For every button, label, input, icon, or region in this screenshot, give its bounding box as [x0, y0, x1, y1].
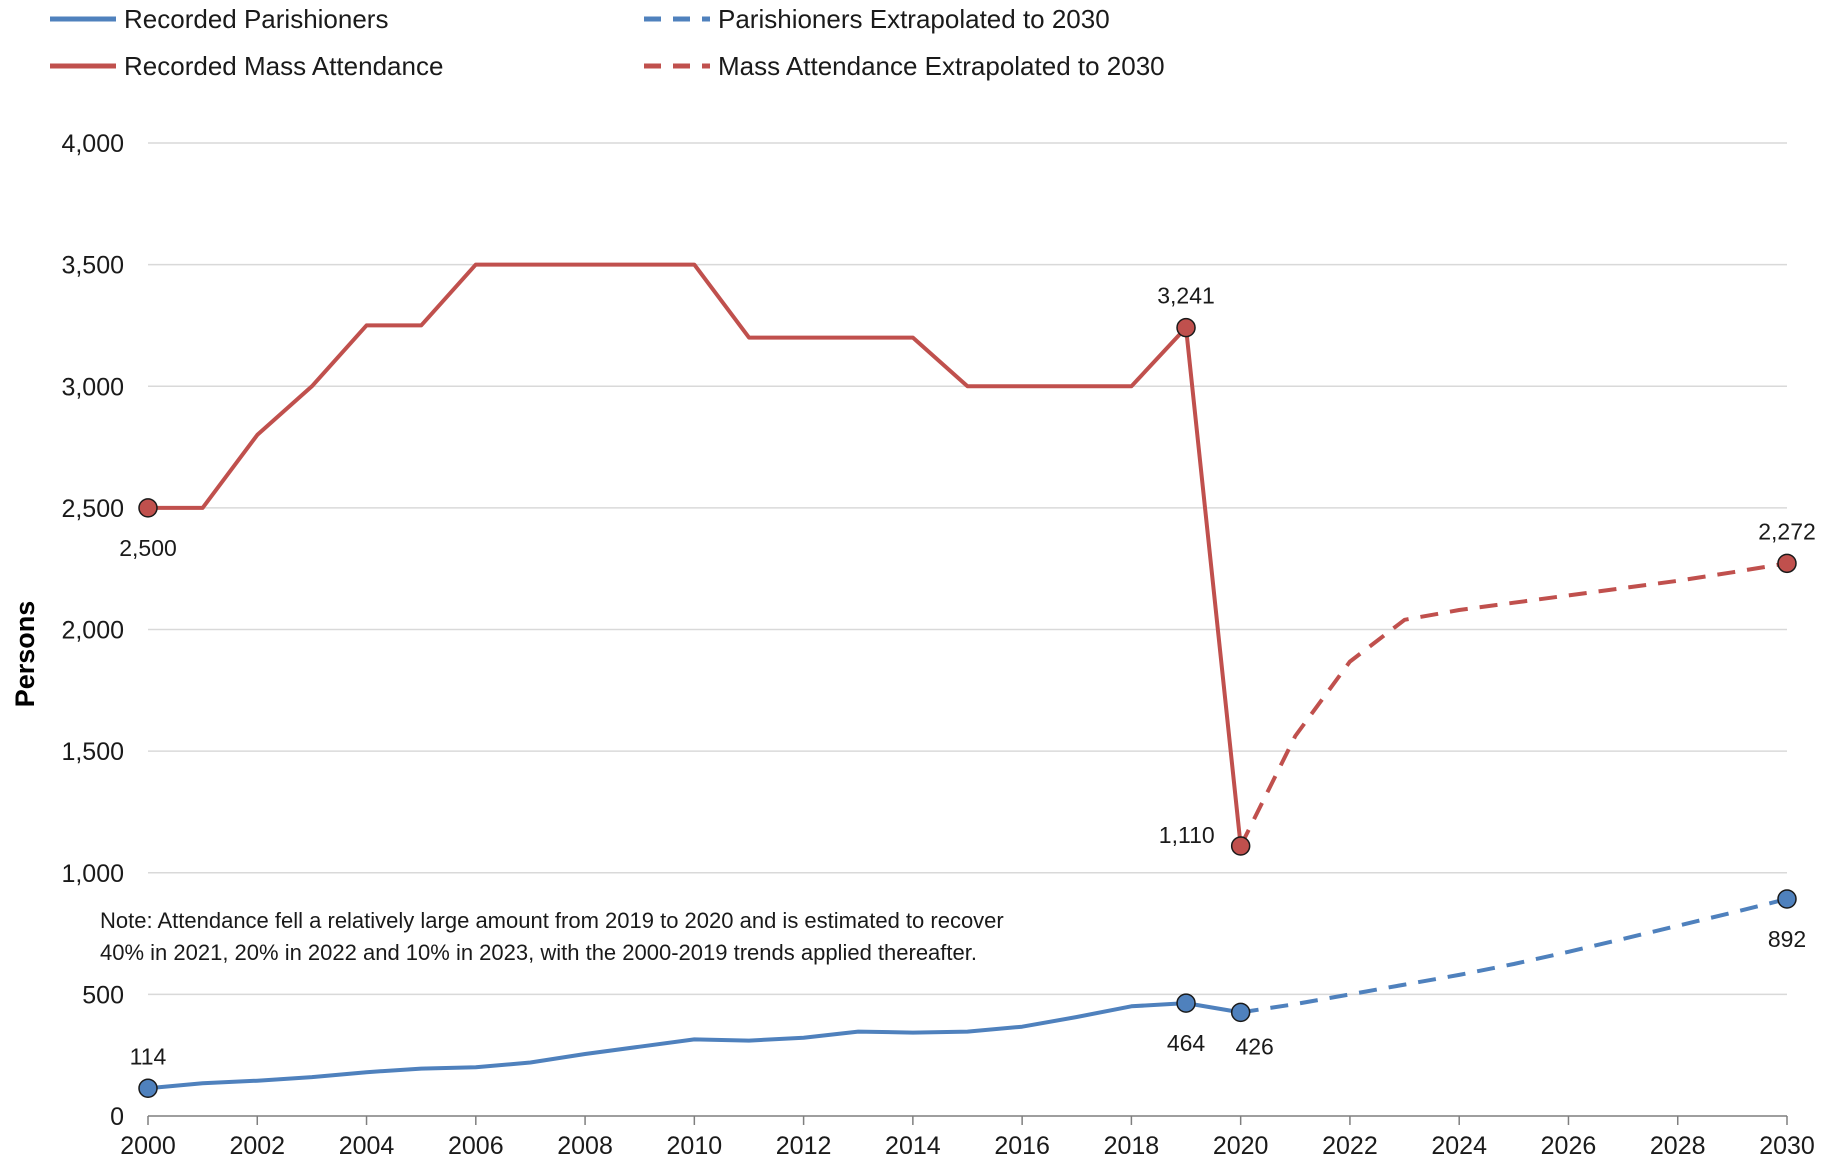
x-tick-label: 2004: [339, 1132, 395, 1159]
note-line-2: 40% in 2021, 20% in 2022 and 10% in 2023…: [100, 940, 977, 965]
chart-series: [147, 262, 1788, 1091]
y-tick-label: 2,000: [61, 617, 124, 645]
data-point-marker: [1777, 889, 1797, 909]
y-tick-label: 4,000: [61, 130, 124, 158]
x-tick-label: 2002: [229, 1132, 285, 1159]
data-label: 3,241: [1157, 283, 1215, 309]
y-tick-label: 3,000: [61, 373, 124, 401]
x-tick-label: 2026: [1541, 1132, 1597, 1159]
data-label: 426: [1235, 1033, 1273, 1059]
y-tick-label: 2,500: [61, 495, 124, 523]
x-tick-label: 2016: [994, 1132, 1050, 1159]
chart-note: Note: Attendance fell a relatively large…: [100, 908, 1004, 965]
series-line: [147, 1001, 1242, 1091]
x-tick-label: 2006: [448, 1132, 504, 1159]
y-axis-title: Persons: [10, 601, 40, 708]
x-tick-label: 2024: [1431, 1132, 1487, 1159]
data-point-marker: [1176, 993, 1196, 1013]
data-point-marker: [1230, 836, 1251, 856]
y-tick-label: 3,500: [61, 252, 124, 280]
x-tick-label: 2010: [667, 1132, 723, 1159]
x-tick-label: 2028: [1650, 1132, 1706, 1159]
x-tick-label: 2020: [1213, 1132, 1269, 1159]
chart-markers: 114 464 426 892 2,500 3,241 1,110 2,272: [119, 283, 1816, 1099]
series-line: [148, 262, 1243, 847]
data-label: 1,110: [1159, 822, 1215, 848]
data-label: 464: [1167, 1030, 1206, 1056]
x-tick-label: 2030: [1759, 1132, 1815, 1159]
data-label: 2,500: [119, 535, 177, 561]
y-axis-ticks: 0 500 1,000 1,500 2,000 2,500 3,000 3,500 4,000: [61, 130, 124, 1131]
x-tick-label: 2012: [776, 1132, 832, 1159]
grid-lines: [148, 142, 1787, 996]
x-tick-label: 2000: [120, 1132, 176, 1159]
y-tick-label: 0: [110, 1103, 124, 1131]
data-label: 892: [1768, 926, 1806, 952]
x-tick-label: 2014: [885, 1132, 941, 1159]
y-tick-label: 1,000: [61, 860, 124, 888]
x-tick-label: 2018: [1104, 1132, 1160, 1159]
x-tick-label: 2008: [557, 1132, 613, 1159]
series-line: [1240, 897, 1788, 1015]
legend-label: Parishioners Extrapolated to 2030: [718, 4, 1110, 34]
x-axis-ticks: 2000 2002 2004 2006 2008 2010 2012 2014 2016 2018…: [120, 1116, 1815, 1159]
y-tick-label: 500: [82, 981, 124, 1009]
legend-label: Recorded Mass Attendance: [124, 51, 443, 81]
data-point-marker: [1176, 317, 1196, 338]
data-point-marker: [1230, 1002, 1251, 1023]
x-tick-label: 2022: [1322, 1132, 1378, 1159]
legend-label: Recorded Parishioners: [124, 4, 388, 34]
data-label: 2,272: [1758, 518, 1816, 544]
y-tick-label: 1,500: [61, 738, 124, 766]
data-label: 114: [130, 1043, 167, 1069]
legend-label: Mass Attendance Extrapolated to 2030: [718, 51, 1165, 81]
chart-legend: Recorded Parishioners Recorded Mass Atten…: [50, 4, 1165, 81]
note-line-1: Note: Attendance fell a relatively large…: [100, 908, 1004, 933]
data-point-marker: [138, 498, 158, 518]
data-point-marker: [1777, 553, 1797, 574]
series-line: [1238, 561, 1788, 847]
data-point-marker: [138, 1078, 158, 1099]
